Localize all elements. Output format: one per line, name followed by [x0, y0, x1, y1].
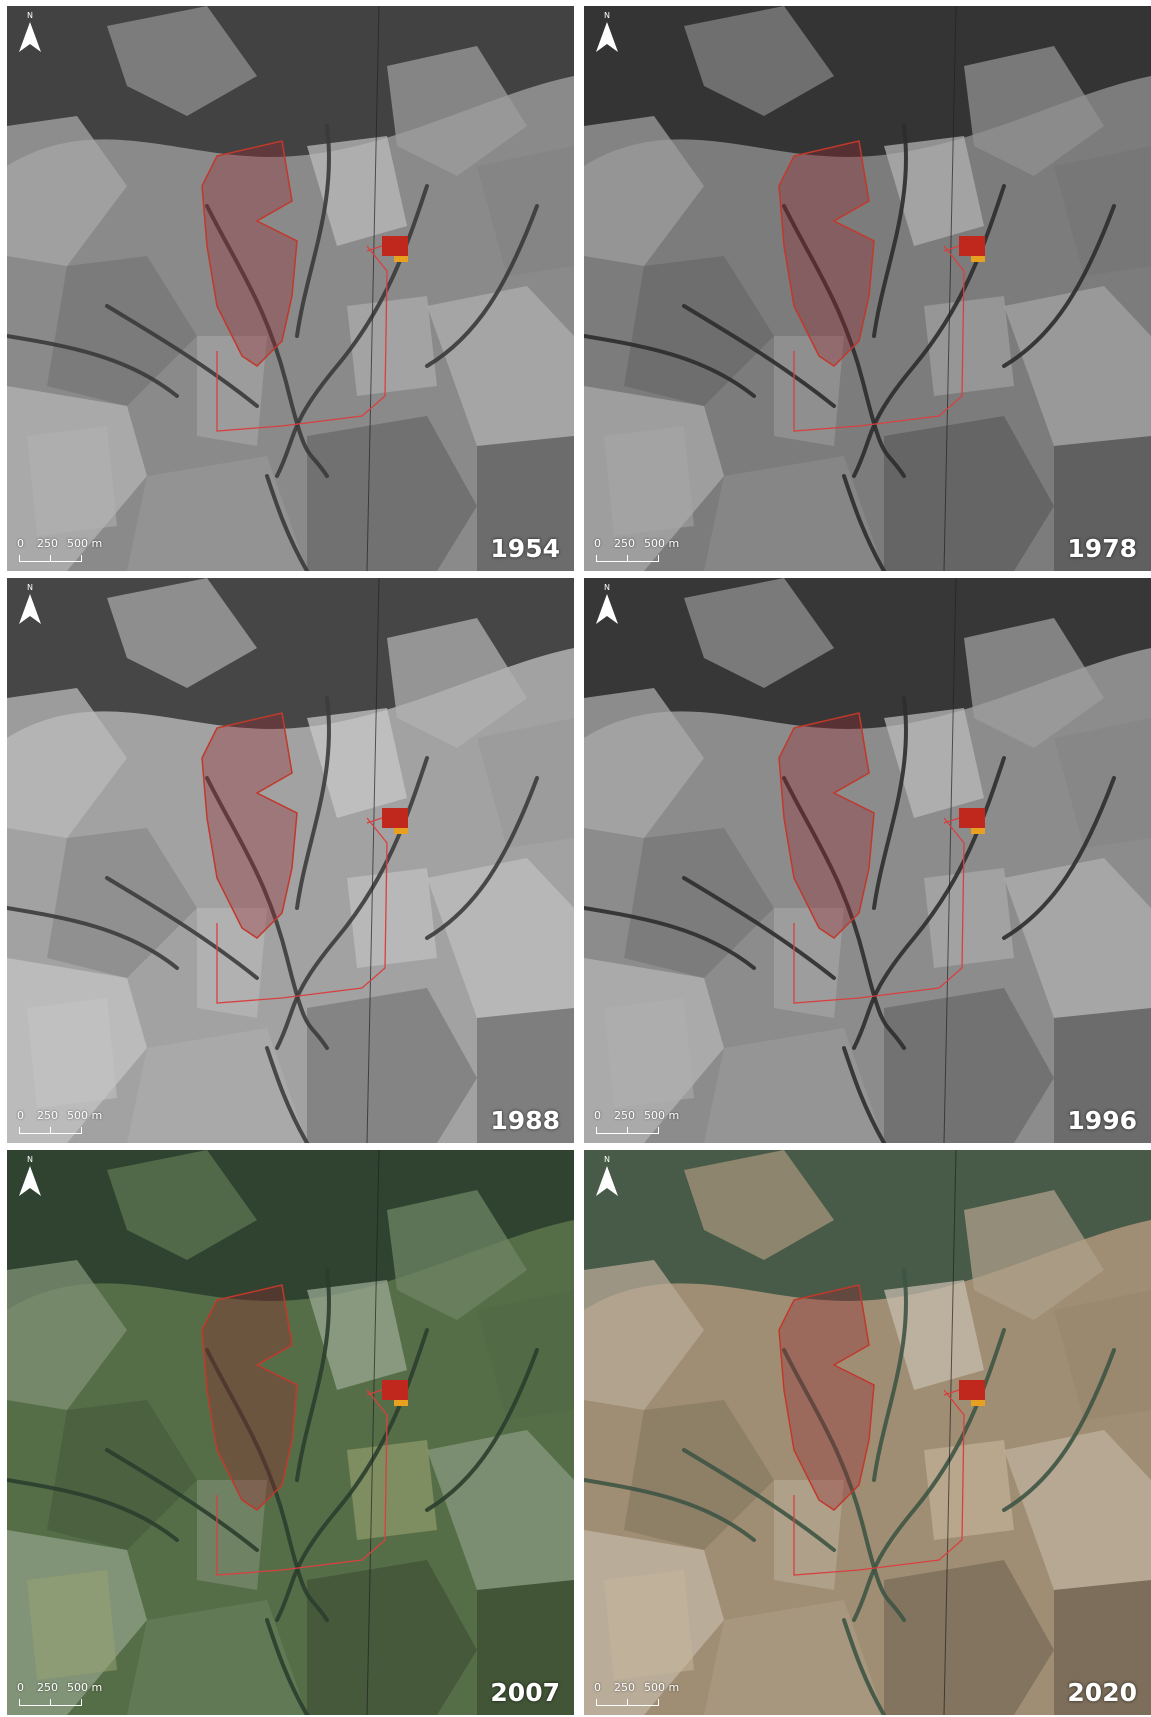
scale-label-0: 0	[17, 1109, 24, 1122]
scale-bar: 0 250 500 m	[17, 1681, 107, 1709]
north-arrow-icon: N	[592, 584, 622, 630]
aerial-image	[584, 1150, 1151, 1715]
scale-label-500: 500 m	[644, 1109, 680, 1122]
aerial-image	[7, 1150, 574, 1715]
scale-label-250: 250	[37, 1681, 58, 1694]
scale-label-500: 500 m	[644, 537, 680, 550]
north-letter: N	[604, 11, 610, 20]
scale-bar: 0 250 500 m	[594, 1109, 684, 1137]
north-letter: N	[27, 1155, 33, 1164]
scale-label-250: 250	[614, 1109, 635, 1122]
north-letter: N	[604, 583, 610, 592]
scale-label-500: 500 m	[67, 1109, 103, 1122]
aerial-image	[584, 6, 1151, 571]
map-panel-1954: N 0 250 500 m 1954	[7, 6, 574, 571]
scale-bar: 0 250 500 m	[17, 537, 107, 565]
aerial-image	[7, 6, 574, 571]
scale-label-250: 250	[614, 1681, 635, 1694]
map-panel-1988: N 0 250 500 m 1988	[7, 578, 574, 1143]
scale-bar: 0 250 500 m	[594, 1681, 684, 1709]
scale-bar: 0 250 500 m	[17, 1109, 107, 1137]
scale-bar: 0 250 500 m	[594, 537, 684, 565]
north-arrow-icon: N	[592, 12, 622, 58]
year-label: 1988	[490, 1106, 560, 1135]
scale-label-0: 0	[594, 1681, 601, 1694]
north-letter: N	[604, 1155, 610, 1164]
scale-label-0: 0	[17, 1681, 24, 1694]
aerial-image	[7, 578, 574, 1143]
scale-label-250: 250	[37, 1109, 58, 1122]
year-label: 1954	[490, 534, 560, 563]
year-label: 1996	[1067, 1106, 1137, 1135]
year-label: 2007	[490, 1678, 560, 1707]
scale-label-500: 500 m	[67, 1681, 103, 1694]
north-letter: N	[27, 583, 33, 592]
north-letter: N	[27, 11, 33, 20]
scale-label-0: 0	[594, 537, 601, 550]
map-panel-2020: N 0 250 500 m 2020	[584, 1150, 1151, 1715]
aerial-image	[584, 578, 1151, 1143]
scale-label-0: 0	[594, 1109, 601, 1122]
scale-label-0: 0	[17, 537, 24, 550]
scale-label-500: 500 m	[644, 1681, 680, 1694]
scale-label-250: 250	[37, 537, 58, 550]
north-arrow-icon: N	[592, 1156, 622, 1202]
scale-label-500: 500 m	[67, 537, 103, 550]
year-label: 2020	[1067, 1678, 1137, 1707]
map-panel-1978: N 0 250 500 m 1978	[584, 6, 1151, 571]
north-arrow-icon: N	[15, 584, 45, 630]
map-panel-1996: N 0 250 500 m 1996	[584, 578, 1151, 1143]
north-arrow-icon: N	[15, 1156, 45, 1202]
map-panel-2007: N 0 250 500 m 2007	[7, 1150, 574, 1715]
scale-label-250: 250	[614, 537, 635, 550]
north-arrow-icon: N	[15, 12, 45, 58]
year-label: 1978	[1067, 534, 1137, 563]
